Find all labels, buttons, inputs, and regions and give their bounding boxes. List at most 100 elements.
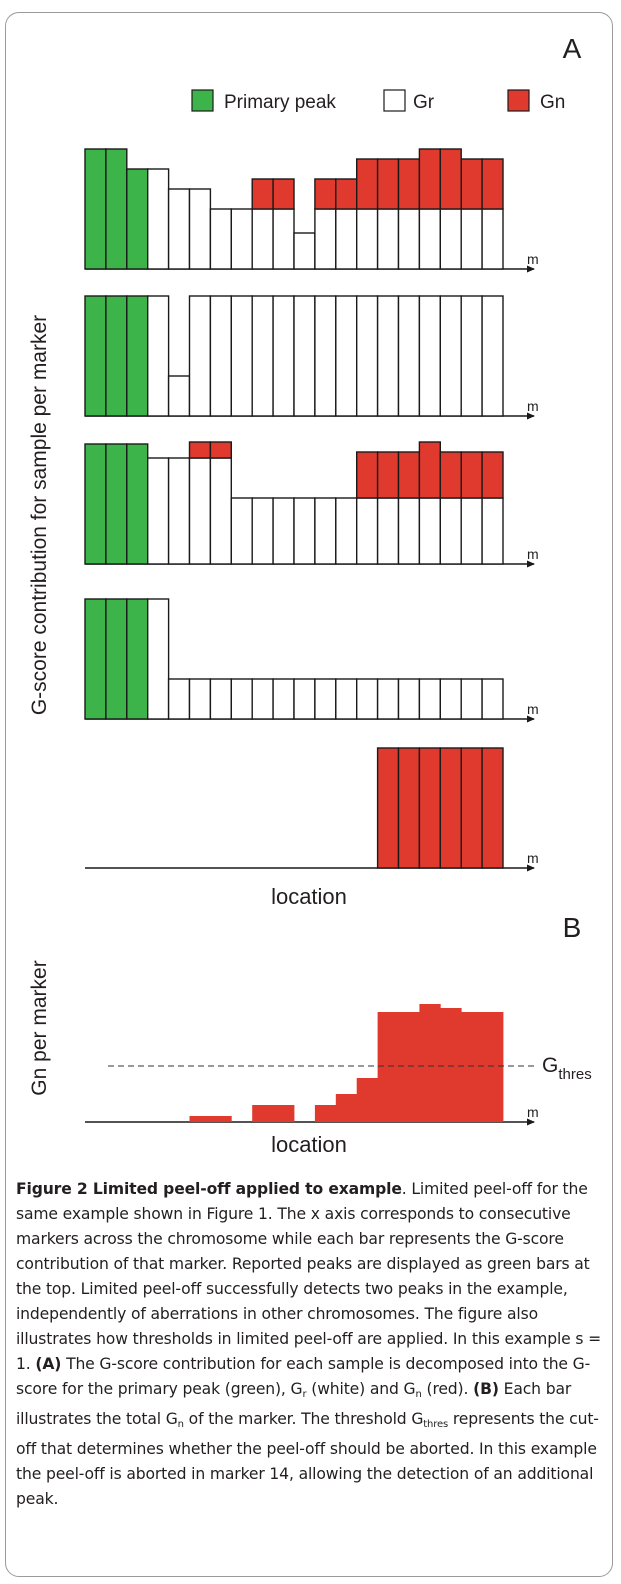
bar-white bbox=[376, 208, 400, 270]
caption-sub-n1: n bbox=[415, 1389, 422, 1400]
panel-a-row-4: m bbox=[84, 598, 539, 723]
caption-text-1: . Limited peel-off for the same example … bbox=[16, 1180, 602, 1373]
caption-text-4: (red). bbox=[421, 1380, 474, 1398]
threshold-label-sub: thres bbox=[558, 1066, 591, 1083]
panel-a-row-1: m bbox=[84, 148, 539, 273]
bar-white bbox=[481, 208, 504, 270]
bar-green bbox=[84, 598, 107, 720]
threshold-label: Gthres bbox=[542, 1054, 592, 1083]
bar-white bbox=[418, 295, 441, 417]
bar-white bbox=[293, 497, 316, 565]
bar-green bbox=[126, 295, 149, 417]
bar-white bbox=[314, 295, 337, 417]
bar-red bbox=[481, 451, 504, 499]
bar-red bbox=[209, 441, 232, 459]
bar-gn-total bbox=[335, 1094, 358, 1122]
bar-white bbox=[481, 678, 504, 720]
bar-green bbox=[126, 168, 149, 270]
bar-red bbox=[418, 148, 441, 210]
bar-white bbox=[460, 678, 483, 720]
bar-green bbox=[126, 598, 149, 720]
bar-white bbox=[230, 678, 253, 720]
bar-white bbox=[481, 295, 504, 417]
bar-white bbox=[188, 295, 212, 417]
bar-white bbox=[356, 208, 379, 270]
bar-white bbox=[460, 497, 483, 565]
bar-white bbox=[146, 168, 170, 270]
bar-white bbox=[356, 497, 379, 565]
bar-gn-total bbox=[440, 1008, 462, 1122]
bar-red bbox=[439, 148, 462, 210]
bar-red bbox=[418, 747, 441, 869]
legend-swatch-primary-peak bbox=[191, 89, 214, 112]
axis-end-label: m bbox=[527, 701, 539, 717]
bar-white bbox=[376, 678, 400, 720]
panel-b-label: B bbox=[563, 912, 582, 943]
bar-green bbox=[105, 598, 128, 720]
caption-a-label: (A) bbox=[35, 1355, 62, 1373]
legend-swatch-gr bbox=[383, 89, 406, 112]
bar-white bbox=[272, 497, 295, 565]
bar-red bbox=[356, 451, 379, 499]
bar-white bbox=[335, 497, 358, 565]
bar-white bbox=[167, 188, 191, 270]
bar-red bbox=[481, 158, 504, 210]
legend: Primary peak Gr Gn bbox=[191, 89, 565, 113]
bar-white bbox=[314, 678, 337, 720]
bar-white bbox=[376, 497, 400, 565]
bar-red bbox=[439, 747, 462, 869]
bar-white bbox=[335, 678, 358, 720]
legend-swatch-gn bbox=[507, 89, 530, 112]
bar-red bbox=[481, 747, 504, 869]
caption-sub-r: r bbox=[302, 1389, 307, 1400]
bar-white bbox=[188, 678, 212, 720]
bar-white bbox=[167, 678, 191, 720]
bar-red bbox=[460, 451, 483, 499]
bar-white bbox=[272, 295, 295, 417]
bar-red bbox=[314, 178, 337, 210]
bar-white bbox=[293, 678, 316, 720]
bar-white bbox=[251, 208, 274, 270]
bar-white bbox=[188, 188, 212, 270]
panel-a-row-2: m bbox=[84, 295, 539, 420]
panel-a-plots: m m m m m bbox=[84, 148, 539, 872]
bar-white bbox=[209, 457, 232, 565]
bar-white bbox=[439, 295, 462, 417]
bar-white bbox=[314, 208, 337, 270]
bar-white bbox=[439, 678, 462, 720]
bar-white bbox=[230, 497, 253, 565]
bar-white bbox=[167, 375, 191, 417]
bar-red bbox=[376, 747, 400, 869]
threshold-label-main: G bbox=[542, 1054, 558, 1077]
bar-white bbox=[167, 457, 191, 565]
caption-text-5: Each bar illustrates the total G bbox=[16, 1380, 572, 1428]
bar-white bbox=[418, 497, 441, 565]
bar-white bbox=[251, 497, 274, 565]
caption-b-label: (B) bbox=[473, 1380, 499, 1398]
bar-red bbox=[397, 747, 421, 869]
axis-end-label: m bbox=[527, 546, 539, 562]
bar-white bbox=[335, 295, 358, 417]
panel-a-xlabel: location bbox=[271, 884, 347, 909]
caption-title: Figure 2 Limited peel-off applied to exa… bbox=[16, 1180, 402, 1198]
bar-green bbox=[126, 443, 149, 565]
panel-b-plot: m bbox=[85, 1004, 539, 1126]
axis-end-label: m bbox=[527, 251, 539, 267]
bar-green bbox=[84, 148, 107, 270]
axis-end-label: m bbox=[527, 850, 539, 866]
bar-red bbox=[335, 178, 358, 210]
bar-gn-total bbox=[273, 1105, 295, 1122]
bar-white bbox=[460, 208, 483, 270]
figure-card bbox=[5, 12, 613, 1577]
panel-a-row-3: m bbox=[84, 441, 539, 568]
bar-gn-total bbox=[210, 1116, 232, 1122]
bar-green bbox=[105, 443, 128, 565]
bar-gn-total bbox=[314, 1105, 337, 1122]
caption-sub-thres: thres bbox=[423, 1419, 449, 1430]
caption-text-2: The G-score contribution for each sample… bbox=[16, 1355, 591, 1398]
bar-gn-total bbox=[461, 1012, 483, 1122]
bar-white bbox=[272, 678, 295, 720]
legend-label-gr: Gr bbox=[413, 92, 435, 113]
bar-white bbox=[418, 208, 441, 270]
bar-gn-total bbox=[252, 1105, 274, 1122]
